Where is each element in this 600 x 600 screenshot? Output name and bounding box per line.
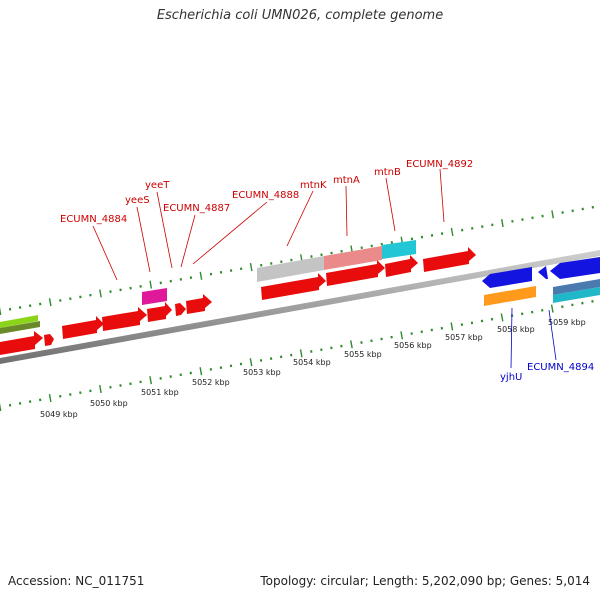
gene-feature-gray[interactable]	[257, 256, 324, 282]
scale-tick	[350, 340, 353, 349]
reverse-gene-labels: yjhU ECUMN_4894	[500, 307, 594, 383]
scale-label: 5056 kbp	[394, 341, 432, 350]
scale-tick	[199, 271, 203, 280]
features-reverse	[482, 257, 600, 303]
gene-label[interactable]: yeeS	[125, 195, 150, 206]
genome-backbone	[0, 250, 600, 364]
scale-label: 5051 kbp	[141, 388, 179, 397]
gene-label[interactable]: ECUMN_4884	[60, 214, 127, 225]
gene-label[interactable]: yjhU	[500, 372, 522, 383]
scale-tick	[0, 306, 2, 316]
accession-text: Accession: NC_011751	[8, 574, 145, 588]
inner-tick-track	[0, 299, 594, 412]
gene-label[interactable]: ECUMN_4892	[406, 159, 473, 170]
gene-label[interactable]: mtnB	[374, 167, 401, 178]
gene-arrow[interactable]	[186, 294, 212, 314]
gene-feature-steel[interactable]	[553, 279, 600, 295]
scale-tick	[48, 393, 52, 403]
features-misc	[0, 286, 536, 334]
scale-label: 5053 kbp	[243, 368, 281, 377]
scale-tick	[149, 376, 153, 385]
gene-feature-teal[interactable]	[553, 287, 600, 303]
gene-arrow[interactable]	[326, 260, 385, 286]
scale-tick	[0, 403, 2, 412]
gene-label[interactable]: ECUMN_4887	[163, 203, 230, 214]
scale-tick	[450, 227, 454, 236]
scale-label: 5059 kbp	[548, 318, 586, 327]
gene-arrow[interactable]	[147, 302, 172, 322]
scale-tick	[149, 280, 153, 289]
gene-arrow[interactable]	[102, 307, 147, 331]
gene-arrow-reverse[interactable]	[482, 267, 532, 288]
scale-tick	[500, 313, 504, 322]
gene-arrow[interactable]	[423, 247, 476, 272]
scale-tick	[299, 349, 303, 358]
scale-label: 5055 kbp	[344, 350, 382, 359]
gene-label[interactable]: mtnA	[333, 175, 360, 186]
gene-arrow[interactable]	[261, 273, 326, 300]
gene-arrow-reverse[interactable]	[538, 266, 548, 279]
scale-label: 5052 kbp	[192, 378, 230, 387]
scale-label: 5050 kbp	[90, 399, 128, 408]
gene-feature-salmon[interactable]	[324, 246, 382, 270]
gene-label[interactable]: ECUMN_4894	[527, 362, 594, 373]
scale-tick	[450, 322, 454, 331]
topology-text: Topology: circular; Length: 5,202,090 bp…	[260, 574, 590, 588]
features-forward-upper	[142, 240, 416, 305]
gene-arrow-reverse[interactable]	[550, 257, 600, 279]
scale-tick	[400, 331, 404, 340]
scale-tick	[249, 262, 253, 272]
gene-feature-magenta[interactable]	[142, 288, 167, 305]
outer-tick-track	[0, 205, 594, 316]
gene-label[interactable]: ECUMN_4888	[232, 190, 299, 201]
scale-label: 5058 kbp	[497, 325, 535, 334]
scale-labels: 5049 kbp 5050 kbp 5051 kbp 5052 kbp 5053…	[40, 318, 586, 419]
gene-arrow[interactable]	[62, 316, 104, 339]
scale-tick	[500, 219, 504, 228]
scale-tick	[249, 358, 253, 367]
gene-arrow[interactable]	[175, 303, 186, 316]
map-title: Escherichia coli UMN026, complete genome	[156, 8, 444, 23]
scale-tick	[48, 298, 52, 307]
gene-label[interactable]: yeeT	[145, 180, 170, 191]
scale-label: 5054 kbp	[293, 358, 331, 367]
scale-tick	[551, 210, 554, 219]
gene-arrow[interactable]	[0, 331, 43, 355]
gene-feature-orange[interactable]	[484, 286, 536, 306]
scale-tick	[550, 304, 554, 313]
gene-label[interactable]: mtnK	[300, 180, 327, 191]
scale-label: 5049 kbp	[40, 410, 78, 419]
scale-label: 5057 kbp	[445, 333, 483, 342]
gene-feature-olive[interactable]	[0, 321, 40, 334]
gene-feature-cyan[interactable]	[382, 240, 416, 259]
scale-tick	[199, 367, 203, 376]
gene-feature-green[interactable]	[0, 315, 38, 328]
scale-tick	[99, 289, 102, 298]
features-forward-lower	[0, 247, 476, 355]
gene-arrow[interactable]	[385, 255, 418, 277]
forward-gene-labels: ECUMN_4884 yeeS yeeT ECUMN_4887 ECUMN_48…	[60, 159, 473, 281]
gene-arrow[interactable]	[44, 334, 54, 346]
scale-tick	[99, 385, 102, 394]
